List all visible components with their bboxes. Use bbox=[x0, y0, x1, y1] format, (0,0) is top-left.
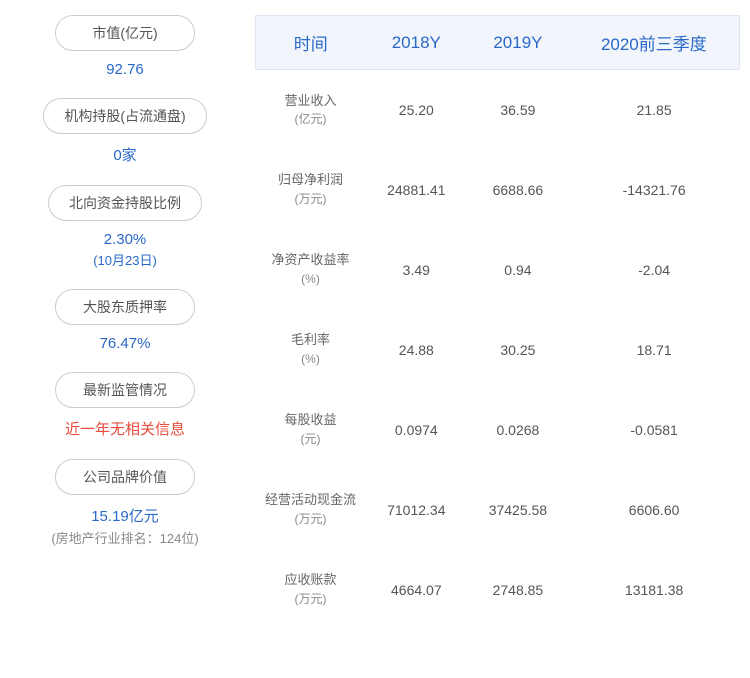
table-row: 经营活动现金流(万元) 71012.34 37425.58 6606.60 bbox=[256, 470, 740, 550]
row-label-netprofit: 归母净利润(万元) bbox=[256, 150, 366, 230]
cell: 0.0268 bbox=[467, 390, 569, 470]
cell: 71012.34 bbox=[366, 470, 468, 550]
regulatory-value: 近一年无相关信息 bbox=[65, 418, 185, 439]
header-time: 时间 bbox=[256, 16, 366, 70]
cell: 36.59 bbox=[467, 70, 569, 150]
cell: 13181.38 bbox=[569, 550, 740, 630]
cell: 0.0974 bbox=[366, 390, 468, 470]
regulatory-label: 最新监管情况 bbox=[55, 372, 195, 408]
cell: -2.04 bbox=[569, 230, 740, 310]
header-2018: 2018Y bbox=[366, 16, 468, 70]
cell: 25.20 bbox=[366, 70, 468, 150]
cell: 2748.85 bbox=[467, 550, 569, 630]
brand-value-label: 公司品牌价值 bbox=[55, 459, 195, 495]
cell: 4664.07 bbox=[366, 550, 468, 630]
northbound-date: (10月23日) bbox=[93, 250, 157, 269]
northbound-label: 北向资金持股比例 bbox=[48, 185, 202, 221]
table-body: 营业收入(亿元) 25.20 36.59 21.85 归母净利润(万元) 248… bbox=[256, 70, 740, 630]
cell: 24.88 bbox=[366, 310, 468, 390]
cell: 21.85 bbox=[569, 70, 740, 150]
cell: -14321.76 bbox=[569, 150, 740, 230]
cell: 18.71 bbox=[569, 310, 740, 390]
cell: 37425.58 bbox=[467, 470, 569, 550]
inst-holding-label: 机构持股(占流通盘) bbox=[43, 98, 206, 134]
row-label-grossmargin: 毛利率(%) bbox=[256, 310, 366, 390]
row-label-cashflow: 经营活动现金流(万元) bbox=[256, 470, 366, 550]
inst-holding-value: 0家 bbox=[113, 144, 136, 165]
header-2020q3: 2020前三季度 bbox=[569, 16, 740, 70]
row-label-roe: 净资产收益率(%) bbox=[256, 230, 366, 310]
cell: 6688.66 bbox=[467, 150, 569, 230]
row-label-eps: 每股收益(元) bbox=[256, 390, 366, 470]
pledge-value: 76.47% bbox=[100, 335, 151, 352]
pledge-label: 大股东质押率 bbox=[55, 289, 195, 325]
market-cap-value: 92.76 bbox=[106, 61, 144, 78]
cell: 30.25 bbox=[467, 310, 569, 390]
cell: 24881.41 bbox=[366, 150, 468, 230]
cell: 6606.60 bbox=[569, 470, 740, 550]
cell: 3.49 bbox=[366, 230, 468, 310]
row-label-revenue: 营业收入(亿元) bbox=[256, 70, 366, 150]
table-row: 营业收入(亿元) 25.20 36.59 21.85 bbox=[256, 70, 740, 150]
table-row: 归母净利润(万元) 24881.41 6688.66 -14321.76 bbox=[256, 150, 740, 230]
financial-table-panel: 时间 2018Y 2019Y 2020前三季度 营业收入(亿元) 25.20 3… bbox=[250, 10, 750, 668]
brand-value-value: 15.19亿元 bbox=[91, 505, 159, 526]
cell: -0.0581 bbox=[569, 390, 740, 470]
table-row: 每股收益(元) 0.0974 0.0268 -0.0581 bbox=[256, 390, 740, 470]
table-row: 毛利率(%) 24.88 30.25 18.71 bbox=[256, 310, 740, 390]
market-cap-label: 市值(亿元) bbox=[55, 15, 195, 51]
cell: 0.94 bbox=[467, 230, 569, 310]
row-label-receivables: 应收账款(万元) bbox=[256, 550, 366, 630]
financial-table: 时间 2018Y 2019Y 2020前三季度 营业收入(亿元) 25.20 3… bbox=[255, 15, 740, 630]
table-row: 净资产收益率(%) 3.49 0.94 -2.04 bbox=[256, 230, 740, 310]
table-header-row: 时间 2018Y 2019Y 2020前三季度 bbox=[256, 16, 740, 70]
northbound-value: 2.30% bbox=[104, 231, 147, 248]
header-2019: 2019Y bbox=[467, 16, 569, 70]
brand-value-rank: (房地产行业排名：124位) bbox=[51, 528, 198, 547]
left-info-panel: 市值(亿元) 92.76 机构持股(占流通盘) 0家 北向资金持股比例 2.30… bbox=[0, 10, 250, 668]
table-row: 应收账款(万元) 4664.07 2748.85 13181.38 bbox=[256, 550, 740, 630]
